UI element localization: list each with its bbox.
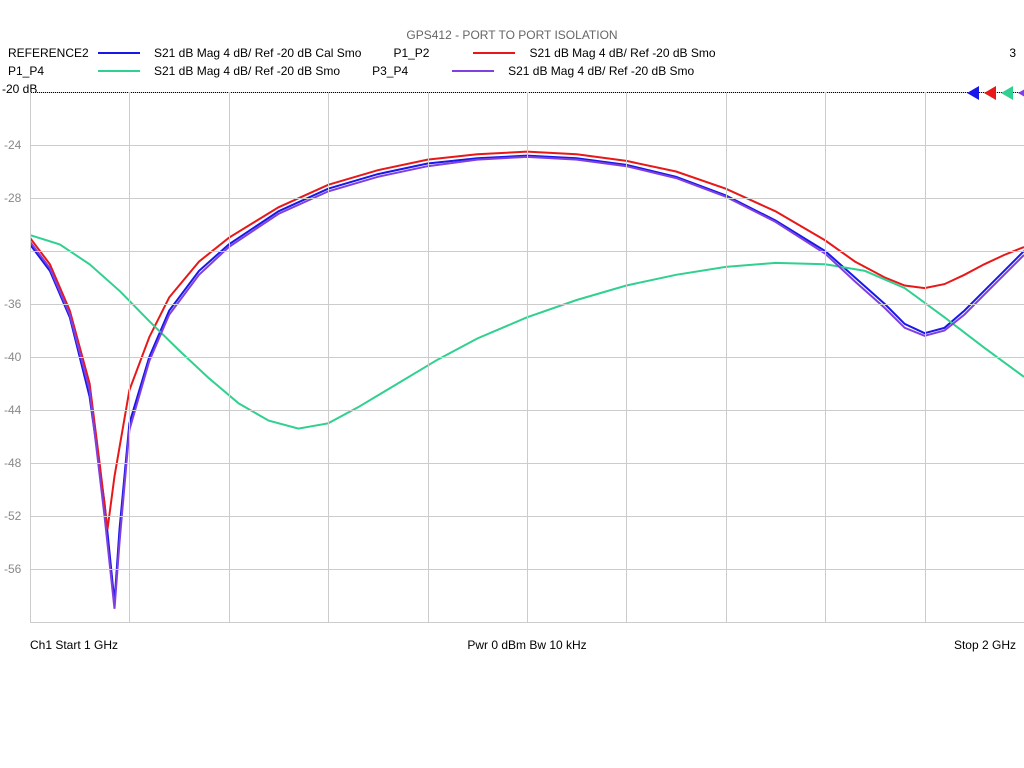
legend-desc: S21 dB Mag 4 dB/ Ref -20 dB Smo [146, 64, 340, 78]
ytick-label: -24 [4, 138, 21, 152]
trace-marker-icon [967, 86, 979, 100]
axis-start-label: Ch1 Start 1 GHz [30, 638, 118, 652]
axis-stop-label: Stop 2 GHz [954, 638, 1016, 652]
gridline-v [30, 92, 31, 622]
legend-swatch [98, 70, 140, 72]
corner-label: 3 [1009, 46, 1016, 60]
legend-name: P1_P4 [8, 64, 92, 78]
legend-name: P1_P2 [393, 46, 467, 60]
legend-desc: S21 dB Mag 4 dB/ Ref -20 dB Smo [521, 46, 715, 60]
gridline-v [925, 92, 926, 622]
legend-name: P3_P4 [372, 64, 446, 78]
trace-marker-icon [984, 86, 996, 100]
gridline-h [30, 622, 1024, 623]
gridline-v [328, 92, 329, 622]
ytick-label: -36 [4, 297, 21, 311]
plot-area: -24-28-36-40-44-48-52-56 [30, 92, 1024, 622]
legend-swatch [98, 52, 140, 54]
legend-desc: S21 dB Mag 4 dB/ Ref -20 dB Cal Smo [146, 46, 361, 60]
trace-marker-icon [1001, 86, 1013, 100]
gridline-v [129, 92, 130, 622]
gridline-v [726, 92, 727, 622]
legend-row: P1_P4 S21 dB Mag 4 dB/ Ref -20 dB Smo P3_P… [8, 62, 716, 80]
ytick-label: -40 [4, 350, 21, 364]
gridline-v [229, 92, 230, 622]
legend-row: REFERENCE2 S21 dB Mag 4 dB/ Ref -20 dB Ca… [8, 44, 716, 62]
chart-title: GPS412 - PORT TO PORT ISOLATION [406, 28, 617, 42]
ytick-label: -52 [4, 509, 21, 523]
legend: REFERENCE2 S21 dB Mag 4 dB/ Ref -20 dB Ca… [8, 44, 716, 80]
ytick-label: -48 [4, 456, 21, 470]
ytick-label: -28 [4, 191, 21, 205]
axis-center-label: Pwr 0 dBm Bw 10 kHz [467, 638, 586, 652]
gridline-v [527, 92, 528, 622]
trace-marker-icon [1018, 86, 1024, 100]
legend-swatch [473, 52, 515, 54]
legend-name: REFERENCE2 [8, 46, 92, 60]
legend-swatch [452, 70, 494, 72]
gridline-v [626, 92, 627, 622]
legend-desc: S21 dB Mag 4 dB/ Ref -20 dB Smo [500, 64, 694, 78]
ytick-label: -56 [4, 562, 21, 576]
ytick-label: -44 [4, 403, 21, 417]
gridline-v [428, 92, 429, 622]
gridline-v [825, 92, 826, 622]
